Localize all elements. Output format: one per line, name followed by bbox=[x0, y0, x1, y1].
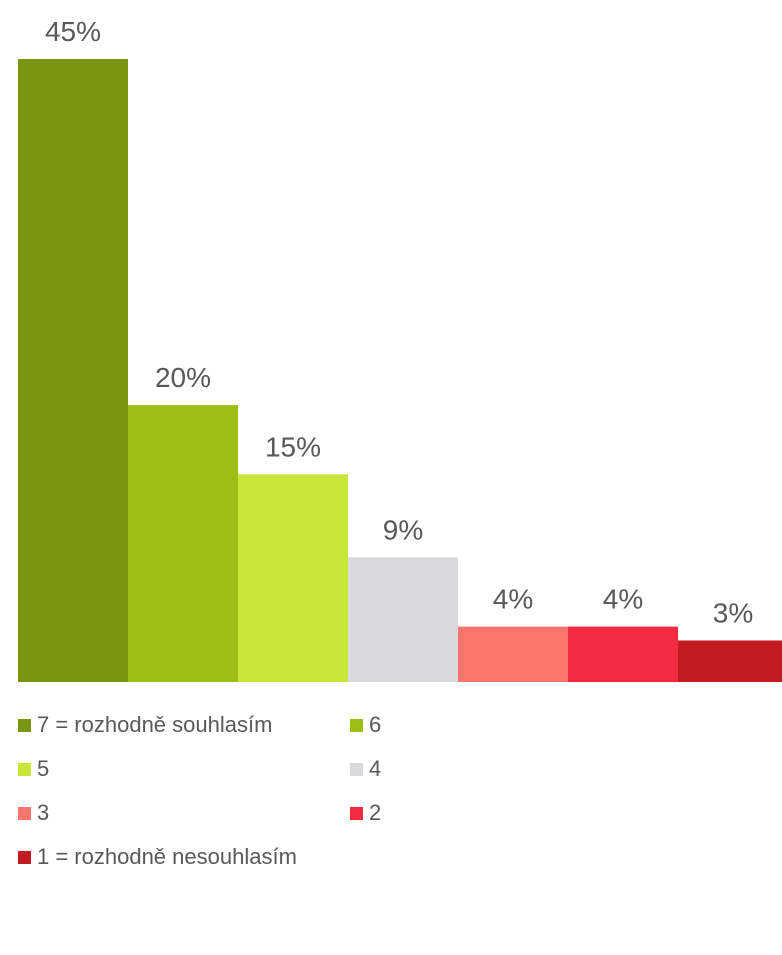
legend-item-7: 1 = rozhodně nesouhlasím bbox=[18, 844, 350, 870]
legend-swatch-1 bbox=[18, 718, 31, 732]
legend-swatch-2 bbox=[350, 718, 363, 732]
legend-label-2: 6 bbox=[369, 712, 382, 737]
bar-2 bbox=[128, 405, 238, 682]
legend-item-6: 2 bbox=[350, 800, 638, 826]
bar-5 bbox=[458, 626, 568, 682]
legend-item-2: 6 bbox=[350, 712, 638, 738]
bar-4 bbox=[348, 557, 458, 682]
bar-value-label-1: 45% bbox=[45, 16, 101, 47]
legend-swatch-3 bbox=[18, 762, 31, 776]
bar-7 bbox=[678, 640, 782, 682]
bar-3 bbox=[238, 474, 348, 682]
legend-swatch-7 bbox=[18, 850, 31, 864]
bar-value-label-2: 20% bbox=[155, 362, 211, 393]
bar-chart: 45% 20% 15% 9% 4% 4% 3% bbox=[18, 16, 782, 682]
legend-item-1: 7 = rozhodně souhlasím bbox=[18, 712, 350, 738]
bar-1 bbox=[18, 59, 128, 682]
legend-swatch-4 bbox=[350, 762, 363, 776]
legend-label-6: 2 bbox=[369, 800, 382, 825]
bar-value-label-7: 3% bbox=[713, 597, 753, 628]
bar-labels-group: 45% 20% 15% 9% 4% 4% 3% bbox=[45, 16, 753, 628]
legend-item-4: 4 bbox=[350, 756, 638, 782]
legend-label-4: 4 bbox=[369, 756, 382, 781]
bar-6 bbox=[568, 626, 678, 682]
legend-item-3: 5 bbox=[18, 756, 350, 782]
legend: 7 = rozhodně souhlasím 6 5 4 3 2 1 = rozhodně … bbox=[18, 712, 638, 870]
legend-label-3: 5 bbox=[37, 756, 50, 781]
legend-label-5: 3 bbox=[37, 800, 50, 825]
bar-value-label-4: 9% bbox=[383, 514, 423, 545]
legend-swatch-6 bbox=[350, 806, 363, 820]
legend-label-1: 7 = rozhodně souhlasím bbox=[37, 712, 273, 737]
legend-item-5: 3 bbox=[18, 800, 350, 826]
bar-value-label-5: 4% bbox=[493, 584, 533, 615]
bars-group bbox=[18, 59, 782, 682]
bar-value-label-3: 15% bbox=[265, 431, 321, 462]
legend-swatch-5 bbox=[18, 806, 31, 820]
legend-label-7: 1 = rozhodně nesouhlasím bbox=[37, 844, 297, 869]
bar-value-label-6: 4% bbox=[603, 584, 643, 615]
